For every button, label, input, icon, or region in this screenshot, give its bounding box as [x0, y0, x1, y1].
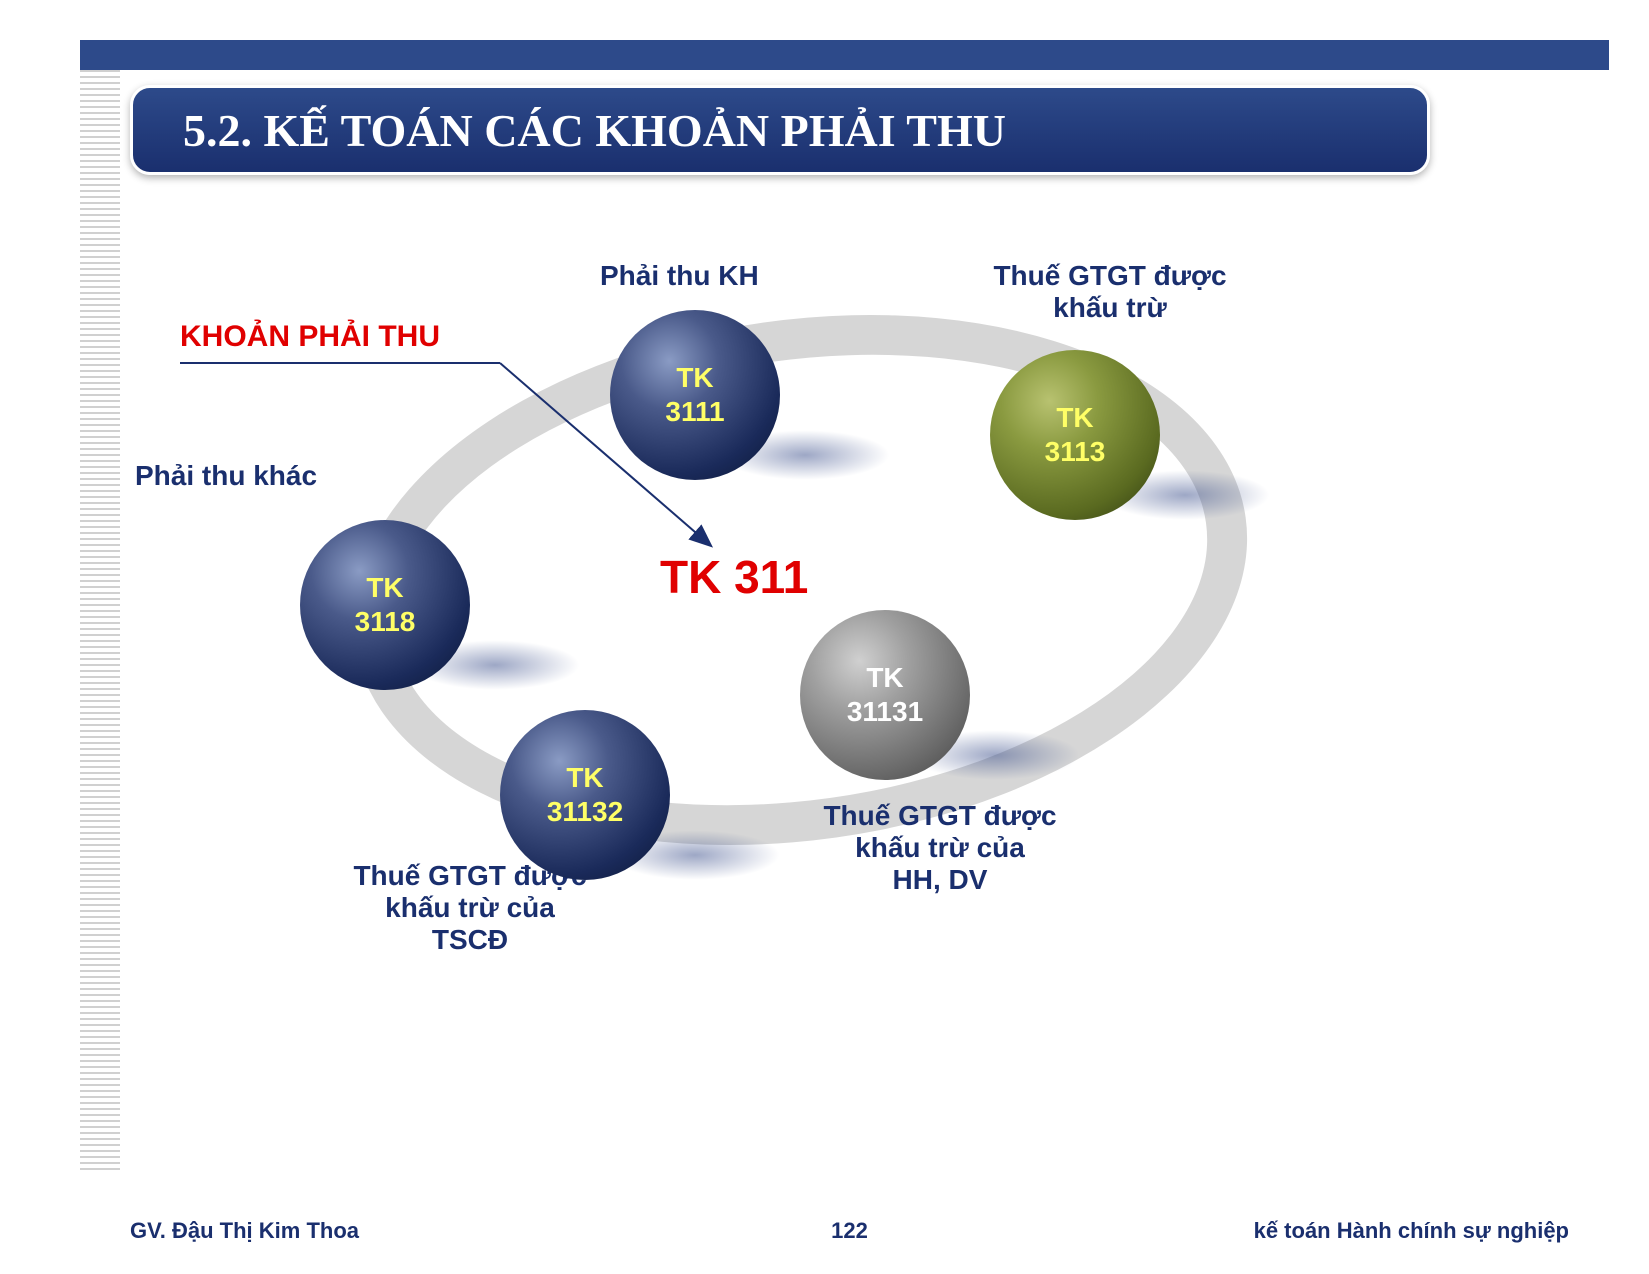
node-tk3111: TK 3111: [610, 310, 780, 480]
node-code-line1: TK: [676, 361, 713, 395]
annotation-underline: [180, 362, 500, 364]
node-label-tk3118: Phải thu khác: [135, 460, 317, 492]
node-label-tk3111: Phải thu KH: [600, 260, 759, 292]
top-bar: [80, 40, 1609, 70]
center-code: TK 311: [660, 550, 808, 604]
slide-title: 5.2. KẾ TOÁN CÁC KHOẢN PHẢI THU: [183, 104, 1006, 157]
footer: GV. Đậu Thị Kim Thoa 122 kế toán Hành ch…: [130, 1218, 1569, 1244]
node-tk31132: TK 31132: [500, 710, 670, 880]
left-stripe-decoration: [80, 70, 120, 1170]
diagram-area: KHOẢN PHẢI THU TK 311 Phải thu KH Thuế G…: [120, 200, 1520, 1100]
node-code-line2: 31131: [847, 695, 923, 729]
title-banner: 5.2. KẾ TOÁN CÁC KHOẢN PHẢI THU: [130, 85, 1430, 175]
node-code-line1: TK: [1056, 401, 1093, 435]
node-code-line1: TK: [366, 571, 403, 605]
node-tk31131: TK 31131: [800, 610, 970, 780]
footer-course: kế toán Hành chính sự nghiệp: [1254, 1218, 1569, 1244]
node-tk3113: TK 3113: [990, 350, 1160, 520]
footer-author: GV. Đậu Thị Kim Thoa: [130, 1218, 359, 1244]
node-tk3118: TK 3118: [300, 520, 470, 690]
node-label-tk31131: Thuế GTGT được khấu trừ của HH, DV: [780, 800, 1100, 896]
node-code-line2: 31132: [547, 795, 623, 829]
node-code-line2: 3118: [355, 605, 416, 639]
node-code-line2: 3113: [1045, 435, 1106, 469]
annotation-text: KHOẢN PHẢI THU: [180, 320, 440, 354]
node-code-line1: TK: [866, 661, 903, 695]
node-label-tk3113: Thuế GTGT được khấu trừ: [950, 260, 1270, 324]
node-code-line1: TK: [566, 761, 603, 795]
node-code-line2: 3111: [665, 395, 724, 429]
footer-page-number: 122: [831, 1218, 868, 1244]
